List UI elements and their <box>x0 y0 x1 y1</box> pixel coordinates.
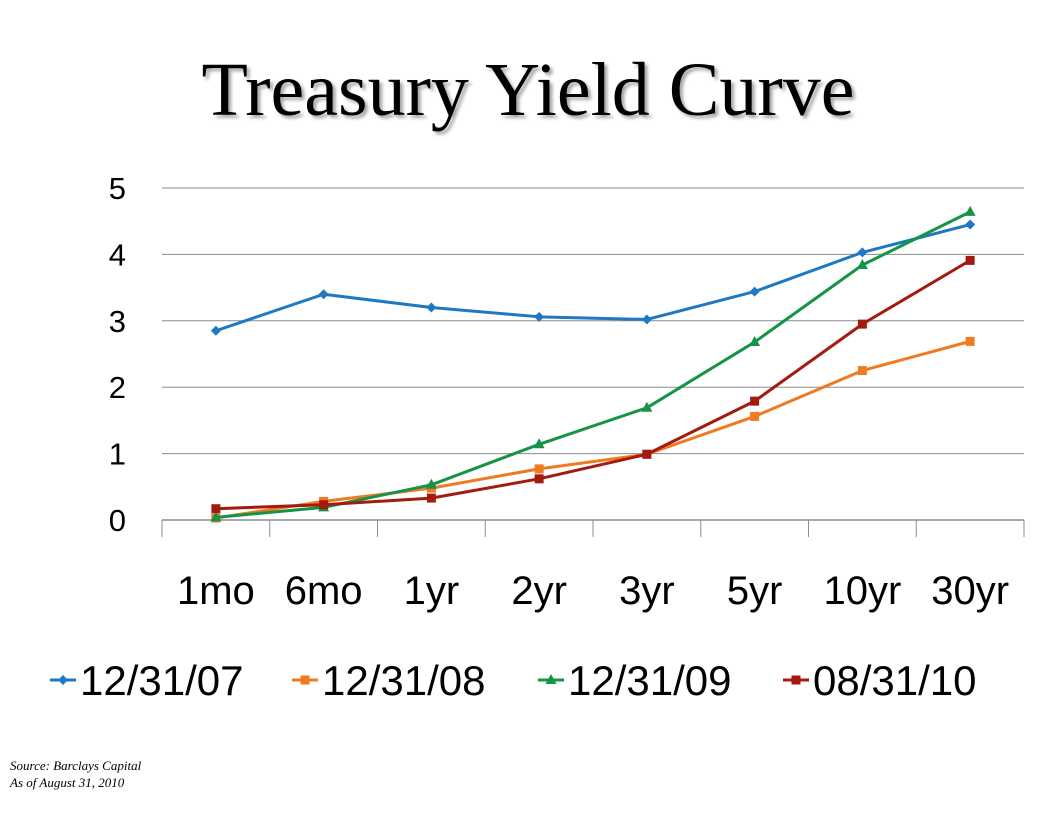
data-point <box>965 336 975 346</box>
legend-label: 12/31/09 <box>568 657 732 704</box>
series-line <box>215 223 971 333</box>
series-line <box>215 339 971 520</box>
data-point <box>750 396 760 406</box>
legend-marker <box>545 674 557 684</box>
series-line <box>215 210 971 519</box>
legend-item: 12/31/07 <box>50 657 244 704</box>
data-point <box>534 464 544 474</box>
data-point <box>965 255 975 265</box>
y-tick-label: 1 <box>109 437 126 472</box>
x-tick-label: 1mo <box>177 569 255 613</box>
chart-title: Treasury Yield Curve <box>201 48 855 132</box>
series-line <box>215 259 971 511</box>
data-point <box>856 259 868 270</box>
series-lines <box>210 205 976 523</box>
y-tick-label: 4 <box>109 237 126 272</box>
axes: 0 1 2 3 4 5 1mo 6mo 1yr 2yr 3yr 5yr 10yr 30yr <box>109 171 1025 613</box>
data-point <box>857 366 867 376</box>
as-of-line: As of August 31, 2010 <box>10 775 125 790</box>
data-point <box>641 401 653 412</box>
data-point <box>426 493 436 503</box>
data-point <box>319 500 329 510</box>
legend-marker <box>791 675 801 685</box>
legend-item: 08/31/10 <box>783 657 977 704</box>
source-note: Source: Barclays Capital As of August 31… <box>10 757 141 791</box>
series-3 <box>211 255 975 514</box>
data-point <box>750 411 760 421</box>
legend-marker <box>58 675 68 685</box>
data-point <box>211 504 221 514</box>
y-tick-label: 2 <box>109 370 126 405</box>
x-tick-label: 6mo <box>285 569 363 613</box>
data-point <box>965 219 976 230</box>
legend-item: 12/31/09 <box>538 657 732 704</box>
legend-label: 12/31/07 <box>80 657 244 704</box>
legend-marker <box>300 675 310 685</box>
data-point <box>426 302 437 313</box>
data-point <box>534 474 544 484</box>
data-point <box>533 438 545 449</box>
data-point <box>857 319 867 329</box>
legend-item: 12/31/08 <box>292 657 486 704</box>
data-point <box>641 314 652 325</box>
data-point <box>210 325 221 336</box>
x-tick-label: 2yr <box>511 569 567 613</box>
data-point <box>749 336 761 347</box>
series-0 <box>210 219 976 336</box>
data-point <box>210 511 222 522</box>
series-1 <box>211 336 975 523</box>
x-tick-label: 5yr <box>727 569 783 613</box>
data-point <box>642 449 652 459</box>
legend: 12/31/07 12/31/08 12/31/09 08/31/10 <box>50 657 977 704</box>
y-tick-label: 5 <box>109 171 126 206</box>
y-tick-label: 0 <box>109 503 126 538</box>
y-tick-label: 3 <box>109 304 126 339</box>
yield-curve-chart: 0 1 2 3 4 5 1mo 6mo 1yr 2yr 3yr 5yr 10yr 30yr 12/31/0… <box>50 171 1025 704</box>
data-point <box>749 286 760 297</box>
gridlines <box>162 187 1024 455</box>
legend-label: 08/31/10 <box>813 657 977 704</box>
x-tick-label: 30yr <box>931 569 1009 613</box>
x-tick-label: 3yr <box>619 569 675 613</box>
source-line: Source: Barclays Capital <box>10 758 142 773</box>
data-point <box>534 311 545 322</box>
data-point <box>857 247 868 258</box>
data-point <box>425 478 437 489</box>
data-point <box>964 205 976 216</box>
legend-label: 12/31/08 <box>322 657 486 704</box>
x-tick-label: 1yr <box>404 569 460 613</box>
x-tick-label: 10yr <box>823 569 901 613</box>
data-point <box>318 289 329 300</box>
